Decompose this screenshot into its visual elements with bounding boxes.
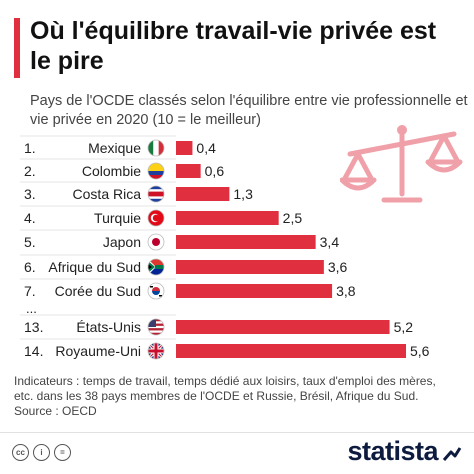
bar (176, 320, 390, 334)
by-icon: i (33, 444, 50, 461)
category-label: Royaume-Uni (55, 343, 141, 359)
category-label: Colombie (82, 163, 141, 179)
turkey-flag-icon (148, 210, 164, 226)
statista-mark-icon (442, 447, 462, 461)
bar (176, 187, 230, 201)
usa-flag-icon-outline (147, 318, 165, 336)
rank-label: 3. (24, 186, 36, 202)
rank-label: 6. (24, 259, 36, 275)
colombia-flag-icon (148, 163, 164, 179)
rank-label: 13. (24, 319, 43, 335)
value-label: 2,5 (283, 210, 303, 226)
balance-scale-icon (340, 125, 463, 203)
uk-flag-icon (148, 343, 164, 359)
category-label: Japon (103, 234, 141, 250)
value-label: 1,3 (233, 186, 253, 202)
south-africa-flag-icon-outline (147, 258, 165, 276)
south-africa-flag-icon (148, 259, 164, 275)
rank-label: 2. (24, 163, 36, 179)
category-label: Costa Rica (73, 186, 142, 202)
cc-icon: cc (12, 444, 29, 461)
value-label: 3,4 (320, 234, 340, 250)
category-label: Mexique (88, 140, 141, 156)
gap-marker: ... (26, 301, 37, 316)
south-korea-flag-icon (148, 283, 164, 299)
colombia-flag-icon-outline (147, 162, 165, 180)
bar (176, 211, 279, 225)
mexico-flag-icon-outline (147, 139, 165, 157)
value-label: 0,4 (196, 140, 216, 156)
category-label: États-Unis (76, 319, 141, 335)
bar (176, 235, 316, 249)
title-accent-bar (14, 18, 20, 78)
footnote-line-2: etc. dans les 38 pays membres de l'OCDE … (14, 389, 419, 403)
footnote-line-1: Indicateurs : temps de travail, temps dé… (14, 374, 436, 388)
bar (176, 260, 324, 274)
footer-divider (0, 432, 474, 433)
chart-subtitle: Pays de l'OCDE classés selon l'équilibre… (30, 93, 468, 128)
rank-label: 5. (24, 234, 36, 250)
category-label: Afrique du Sud (48, 259, 141, 275)
category-label: Corée du Sud (55, 283, 141, 299)
mexico-flag-icon (148, 140, 164, 156)
value-label: 3,6 (328, 259, 348, 275)
japan-flag-icon-outline (147, 233, 165, 251)
costa-rica-flag-icon (148, 186, 164, 202)
costa-rica-flag-icon-outline (147, 185, 165, 203)
bar (176, 284, 333, 298)
value-label: 0,6 (205, 163, 225, 179)
rank-label: 1. (24, 140, 36, 156)
japan-flag-icon (148, 234, 164, 250)
south-korea-flag-icon-outline (147, 282, 165, 300)
rank-label: 14. (24, 343, 43, 359)
statista-logo[interactable]: statista (347, 436, 438, 466)
usa-flag-icon (148, 319, 164, 335)
bar (176, 344, 406, 358)
bar-chart: 1. Mexique 0,4 2. Colombie 0,6 3. Costa Rica 1,3… (20, 135, 430, 360)
category-label: Turquie (94, 210, 141, 226)
page-title: Où l'équilibre travail-vie privée est le… (30, 17, 437, 75)
bar (176, 141, 193, 155)
value-label: 5,6 (410, 343, 430, 359)
nd-icon: = (54, 444, 71, 461)
value-label: 5,2 (394, 319, 414, 335)
rank-label: 7. (24, 283, 36, 299)
footnote: Indicateurs : temps de travail, temps dé… (14, 374, 464, 419)
value-label: 3,8 (336, 283, 356, 299)
turkey-flag-icon-outline (147, 209, 165, 227)
rank-label: 4. (24, 210, 36, 226)
bar (176, 164, 201, 178)
license-icons: cc i = (12, 444, 71, 461)
uk-flag-icon-outline (147, 342, 165, 360)
source-note: Source : OECD (14, 404, 97, 418)
